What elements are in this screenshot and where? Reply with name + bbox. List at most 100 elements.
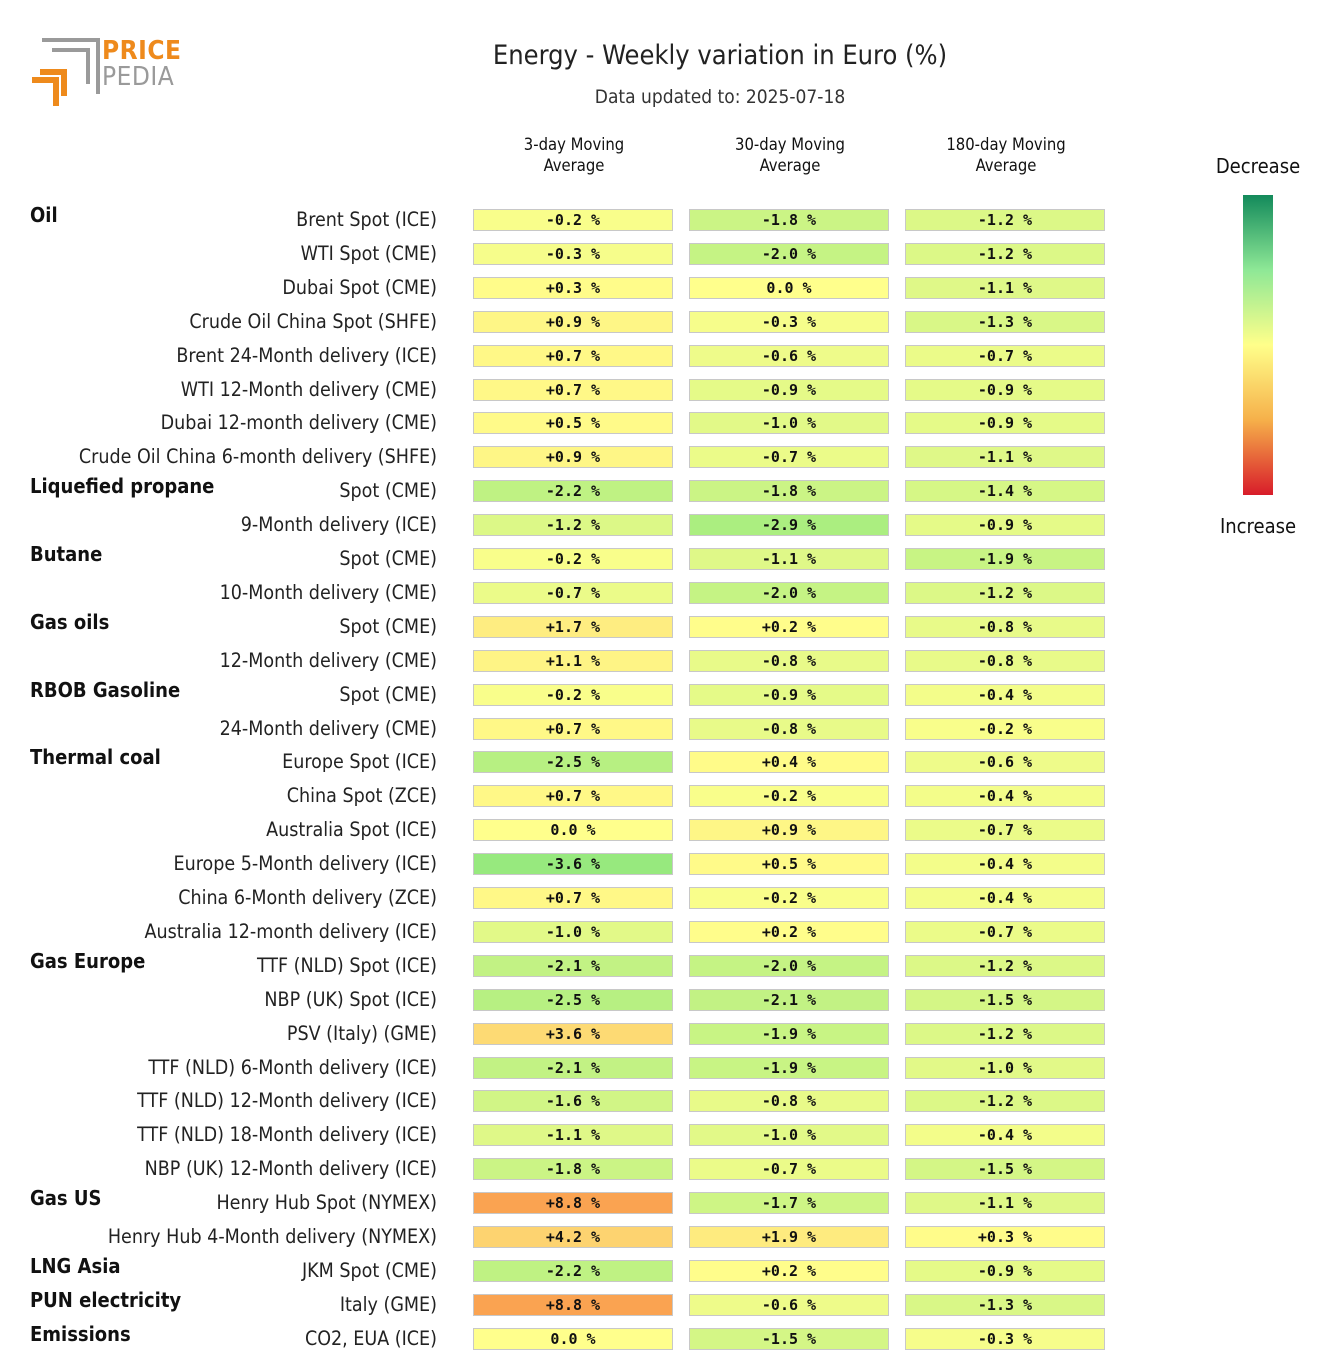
value-cell: +0.3 %	[473, 276, 673, 299]
value-cell: -1.1 %	[905, 276, 1105, 299]
value-cell: -0.4 %	[905, 887, 1105, 909]
value-cell: +3.6 %	[473, 1022, 673, 1045]
value-cell: -2.1 %	[473, 1056, 673, 1079]
row-label: JKM Spot (CME)	[301, 1258, 437, 1282]
value-cell: -1.2 %	[905, 1090, 1105, 1113]
row-label: 12-Month delivery (CME)	[219, 648, 437, 672]
group-label: Gas US	[30, 1186, 102, 1211]
value-cell: -1.2 %	[905, 209, 1105, 231]
value-cell: -0.8 %	[689, 1090, 889, 1113]
row-label: WTI Spot (CME)	[300, 241, 437, 265]
value-cell: -1.6 %	[473, 1090, 673, 1113]
row-label: PSV (Italy) (GME)	[286, 1021, 437, 1045]
value-cell: 0.0 %	[473, 819, 673, 842]
row-label: Spot (CME)	[339, 479, 437, 503]
value-cell: -0.8 %	[689, 717, 889, 740]
value-cell: +0.7 %	[473, 887, 673, 909]
group-label: Thermal coal	[30, 745, 161, 770]
value-cell: +8.8 %	[473, 1192, 673, 1215]
value-cell: -1.4 %	[905, 480, 1105, 503]
chart-title: Energy - Weekly variation in Euro (%)	[492, 40, 948, 71]
value-cell: -0.9 %	[905, 514, 1105, 537]
row-label: 9-Month delivery (ICE)	[240, 513, 437, 537]
value-cell: -1.8 %	[689, 209, 889, 231]
value-cell: -1.9 %	[905, 548, 1105, 570]
value-cell: -1.1 %	[473, 1124, 673, 1147]
value-cell: -2.2 %	[473, 480, 673, 503]
column-header-3day: 3-day Moving Average	[523, 135, 625, 175]
value-cell: -0.4 %	[905, 853, 1105, 876]
row-label: TTF (NLD) 12-Month delivery (ICE)	[137, 1089, 437, 1113]
value-cell: -2.0 %	[689, 954, 889, 977]
value-cell: -1.9 %	[689, 1056, 889, 1079]
value-cell: -0.4 %	[905, 683, 1105, 706]
group-label: Emissions	[30, 1321, 131, 1346]
row-label: China 6-Month delivery (ZCE)	[178, 886, 437, 909]
value-cell: +0.3 %	[905, 1226, 1105, 1248]
row-label: NBP (UK) 12-Month delivery (ICE)	[144, 1157, 437, 1181]
value-cell: -1.8 %	[689, 480, 889, 503]
row-label: Spot (CME)	[339, 547, 437, 570]
value-cell: -0.6 %	[689, 1293, 889, 1316]
row-label: Dubai 12-month delivery (CME)	[160, 411, 437, 435]
value-cell: -1.3 %	[905, 310, 1105, 333]
pricepedia-logo: PRICE PEDIA	[30, 38, 190, 108]
value-cell: -2.1 %	[689, 988, 889, 1011]
value-cell: -1.1 %	[905, 446, 1105, 469]
legend-color-scale	[1243, 195, 1273, 495]
value-cell: -0.9 %	[905, 378, 1105, 401]
row-label: Crude Oil China Spot (SHFE)	[189, 309, 437, 333]
value-cell: -0.7 %	[473, 581, 673, 604]
value-cell: -1.5 %	[905, 988, 1105, 1011]
value-cell: +0.9 %	[473, 310, 673, 333]
value-cell: -3.6 %	[473, 853, 673, 876]
row-label: China Spot (ZCE)	[286, 784, 437, 808]
value-cell: +1.7 %	[473, 615, 673, 638]
value-cell: -0.4 %	[905, 1124, 1105, 1147]
value-cell: +1.1 %	[473, 649, 673, 672]
value-cell: -0.6 %	[689, 344, 889, 367]
row-label: TTF (NLD) 18-Month delivery (ICE)	[137, 1123, 437, 1147]
value-cell: -0.8 %	[905, 649, 1105, 672]
value-cell: -1.3 %	[905, 1293, 1105, 1316]
value-cell: 0.0 %	[689, 276, 889, 299]
value-cell: +0.2 %	[689, 1259, 889, 1282]
group-label: RBOB Gasoline	[30, 677, 181, 702]
legend-increase-label: Increase	[1219, 514, 1297, 538]
value-cell: +0.7 %	[473, 785, 673, 808]
row-label: 10-Month delivery (CME)	[219, 580, 437, 604]
value-cell: -1.0 %	[905, 1056, 1105, 1079]
row-label: TTF (NLD) Spot (ICE)	[256, 953, 437, 977]
value-cell: +0.4 %	[689, 751, 889, 774]
value-cell: -1.0 %	[689, 412, 889, 435]
value-cell: -1.7 %	[689, 1192, 889, 1215]
value-cell: -0.6 %	[905, 751, 1105, 774]
row-label: Brent Spot (ICE)	[296, 208, 437, 231]
row-label: Australia 12-month delivery (ICE)	[144, 919, 437, 943]
value-cell: +0.2 %	[689, 615, 889, 638]
value-cell: -1.2 %	[905, 954, 1105, 977]
row-label: NBP (UK) Spot (ICE)	[264, 987, 437, 1011]
value-cell: -0.7 %	[905, 819, 1105, 842]
logo-mark-icon	[32, 38, 100, 106]
value-cell: -2.0 %	[689, 581, 889, 604]
value-cell: -2.1 %	[473, 954, 673, 977]
chart-subtitle: Data updated to: 2025-07-18	[594, 86, 846, 108]
value-cell: -0.7 %	[689, 1158, 889, 1181]
row-label: Europe 5-Month delivery (ICE)	[173, 852, 438, 876]
logo-text-pedia: PEDIA	[102, 62, 175, 92]
value-cell: -1.5 %	[689, 1327, 889, 1350]
value-cell: +8.8 %	[473, 1293, 673, 1316]
value-cell: -0.2 %	[689, 887, 889, 909]
row-label: Dubai Spot (CME)	[282, 275, 437, 299]
value-cell: -2.5 %	[473, 751, 673, 774]
value-cell: -0.2 %	[689, 785, 889, 808]
value-cell: +0.5 %	[473, 412, 673, 435]
value-cell: -0.7 %	[689, 446, 889, 469]
value-cell: -1.5 %	[905, 1158, 1105, 1181]
row-label: Crude Oil China 6-month delivery (SHFE)	[78, 445, 437, 469]
group-label: LNG Asia	[30, 1253, 121, 1278]
value-cell: -0.9 %	[905, 412, 1105, 435]
row-label: TTF (NLD) 6-Month delivery (ICE)	[148, 1055, 437, 1079]
value-cell: +0.9 %	[473, 446, 673, 469]
